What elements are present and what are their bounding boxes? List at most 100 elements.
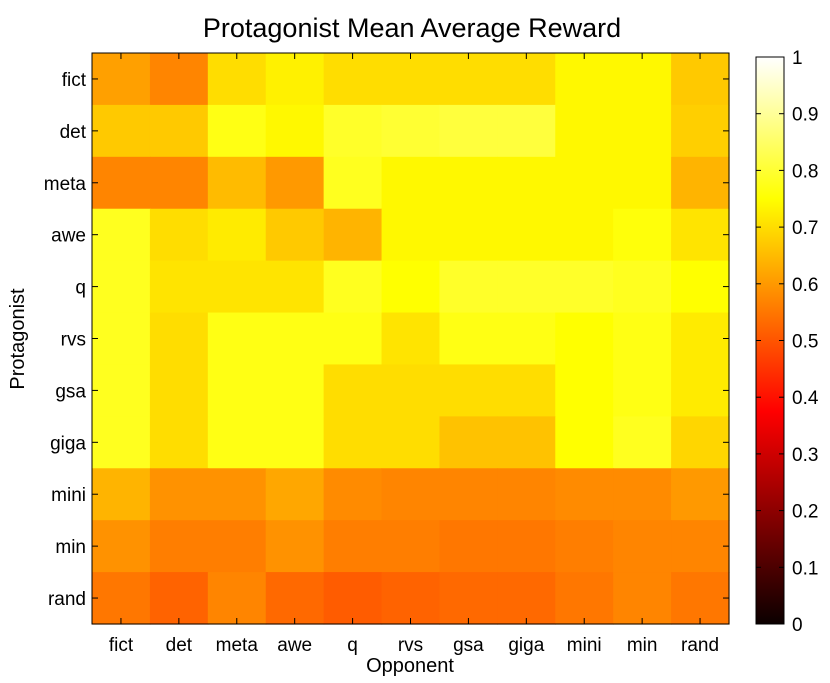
heatmap-cell	[207, 572, 267, 625]
heatmap-cell	[497, 104, 556, 158]
heatmap-cell	[497, 364, 556, 417]
heatmap-cell	[207, 156, 267, 210]
heatmap-cell	[207, 364, 267, 417]
heatmap-cell	[671, 260, 730, 314]
heatmap-cell	[671, 416, 730, 469]
heatmap-cell	[323, 364, 383, 417]
y-tick-label: rand	[48, 589, 86, 610]
x-tick-label: meta	[216, 635, 259, 656]
heatmap-cell	[439, 364, 498, 417]
colorbar-tick-label: 0.8	[792, 161, 818, 182]
heatmap-cell	[265, 364, 325, 417]
heatmap-cells	[92, 53, 730, 625]
heatmap-cell	[381, 156, 441, 210]
heatmap-cell	[555, 53, 614, 106]
heatmap-cell	[555, 468, 614, 521]
colorbar-tick-label: 0	[792, 615, 803, 636]
chart-title: Protagonist Mean Average Reward	[203, 13, 621, 43]
heatmap-cell	[149, 104, 209, 158]
colorbar-tick-label: 0.2	[792, 502, 818, 523]
x-tick-label: giga	[508, 635, 544, 656]
heatmap-cell	[323, 260, 383, 314]
x-tick-label: rand	[681, 635, 719, 656]
colorbar-tick-label: 0.3	[792, 445, 818, 466]
heatmap-cell	[613, 208, 672, 262]
heatmap-cell	[149, 260, 209, 314]
heatmap-cell	[439, 260, 498, 314]
heatmap-cell	[671, 208, 730, 262]
heatmap-cell	[207, 53, 267, 106]
heatmap-cell	[92, 312, 151, 366]
y-tick-label: q	[75, 278, 86, 299]
y-axis-label: Protagonist	[7, 288, 29, 390]
colorbar-tick-label: 0.1	[792, 558, 818, 579]
heatmap-cell	[149, 572, 209, 625]
axis-ticks: fict det meta awe q rvs gsa giga mini min randfict…	[44, 53, 729, 656]
heatmap-cell	[149, 208, 209, 262]
heatmap-cell	[439, 572, 498, 625]
x-axis-label: Opponent	[366, 655, 454, 677]
heatmap-cell	[149, 364, 209, 417]
heatmap-cell	[613, 572, 672, 625]
heatmap-cell	[497, 468, 556, 521]
heatmap-cell	[381, 364, 441, 417]
heatmap-cell	[613, 416, 672, 469]
heatmap-cell	[207, 416, 267, 469]
heatmap-cell	[92, 260, 151, 314]
heatmap-cell	[323, 104, 383, 158]
heatmap-cell	[381, 416, 441, 469]
heatmap-cell	[671, 312, 730, 366]
x-tick-label: rvs	[398, 635, 423, 656]
heatmap-cell	[323, 572, 383, 625]
heatmap-cell	[439, 53, 498, 106]
heatmap-cell	[497, 156, 556, 210]
heatmap-cell	[265, 572, 325, 625]
heatmap-cell	[497, 312, 556, 366]
heatmap-cell	[671, 520, 730, 573]
y-tick-label: rvs	[61, 330, 86, 351]
heatmap-cell	[439, 312, 498, 366]
x-tick-label: fict	[109, 635, 134, 656]
x-tick-label: det	[166, 635, 193, 656]
heatmap-cell	[92, 156, 151, 210]
heatmap-cell	[555, 260, 614, 314]
heatmap-cell	[207, 312, 267, 366]
y-tick-label: fict	[62, 70, 87, 91]
heatmap-cell	[92, 572, 151, 625]
heatmap-cell	[92, 53, 151, 106]
heatmap-cell	[439, 520, 498, 573]
heatmap-cell	[323, 416, 383, 469]
heatmap-cell	[613, 156, 672, 210]
heatmap-cell	[149, 312, 209, 366]
heatmap-cell	[265, 156, 325, 210]
heatmap-cell	[381, 520, 441, 573]
colorbar-tick-label: 0.5	[792, 332, 818, 353]
x-tick-label: min	[627, 635, 658, 656]
colorbar-tick-label: 1	[792, 48, 803, 69]
x-tick-label: gsa	[453, 635, 484, 656]
heatmap-cell	[323, 156, 383, 210]
heatmap-cell	[92, 104, 151, 158]
y-tick-label: det	[60, 122, 87, 143]
heatmap-cell	[149, 156, 209, 210]
heatmap-cell	[555, 416, 614, 469]
y-tick-label: giga	[50, 433, 86, 454]
heatmap-cell	[613, 520, 672, 573]
y-tick-label: min	[55, 537, 86, 558]
heatmap-cell	[381, 208, 441, 262]
heatmap-cell	[497, 572, 556, 625]
heatmap-cell	[439, 208, 498, 262]
heatmap-cell	[207, 208, 267, 262]
heatmap-cell	[207, 104, 267, 158]
heatmap-cell	[265, 104, 325, 158]
heatmap-cell	[265, 468, 325, 521]
heatmap-cell	[92, 416, 151, 469]
heatmap-cell	[439, 104, 498, 158]
heatmap-cell	[613, 260, 672, 314]
heatmap-cell	[265, 53, 325, 106]
heatmap-cell	[497, 416, 556, 469]
colorbar-tick-label: 0.4	[792, 388, 819, 409]
heatmap-cell	[613, 312, 672, 366]
heatmap-cell	[439, 416, 498, 469]
